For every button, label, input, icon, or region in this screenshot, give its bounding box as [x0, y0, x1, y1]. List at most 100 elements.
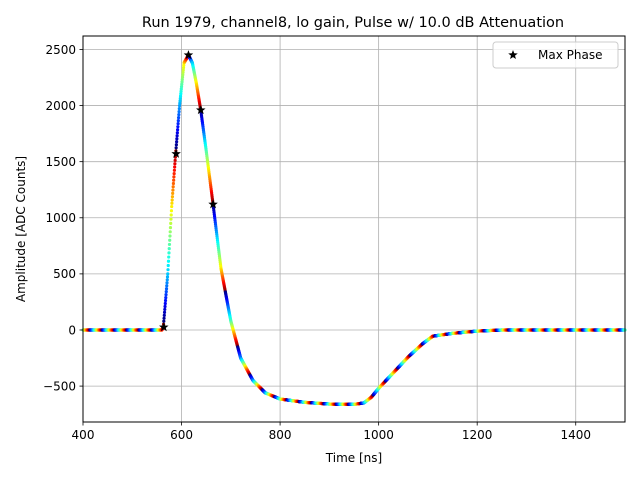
- waveform-point: [170, 204, 174, 209]
- waveform-point: [169, 221, 173, 225]
- waveform-point: [170, 195, 175, 199]
- waveform-point: [176, 116, 181, 120]
- waveform-point: [167, 242, 172, 247]
- waveform-point: [178, 94, 183, 98]
- waveform-point: [181, 73, 185, 77]
- waveform-point: [179, 87, 183, 91]
- waveform-point: [163, 298, 168, 303]
- plot-frame: [82, 35, 626, 423]
- waveform-point: [178, 99, 182, 103]
- waveform-point: [175, 131, 179, 135]
- waveform-point: [176, 125, 180, 129]
- waveform-point: [177, 110, 181, 114]
- x-axis-ticks: 400 600 800 1000 1200 1400: [72, 422, 591, 442]
- max-phase-star: [196, 105, 206, 115]
- y-axis-label: Amplitude [ADC Counts]: [14, 156, 28, 302]
- waveform-point: [180, 80, 184, 84]
- legend-label-max-phase: Max Phase: [538, 48, 602, 62]
- waveform-point: [179, 92, 183, 96]
- waveform-point: [180, 82, 184, 86]
- waveform-point: [181, 68, 185, 72]
- x-tick-label: 1000: [363, 428, 394, 442]
- max-phase-star: [171, 148, 181, 158]
- waveform-point: [170, 201, 174, 205]
- waveform-point: [175, 134, 179, 138]
- waveform-point: [172, 178, 176, 182]
- legend: Max Phase: [492, 41, 619, 69]
- waveform-point: [180, 77, 184, 82]
- waveform-points: [81, 53, 627, 406]
- waveform-point: [168, 230, 172, 234]
- waveform-point: [178, 96, 182, 101]
- waveform-point: [177, 106, 181, 111]
- legend-box: [492, 41, 619, 69]
- waveform-point: [171, 191, 175, 195]
- waveform-point: [174, 146, 178, 150]
- waveform-point: [164, 290, 168, 294]
- waveform-point: [165, 284, 169, 288]
- waveform-point: [165, 275, 170, 279]
- waveform-point: [167, 247, 171, 251]
- max-phase-markers: [159, 50, 218, 332]
- waveform-point: [182, 63, 186, 67]
- waveform-point: [163, 307, 167, 312]
- waveform-point: [169, 213, 173, 217]
- waveform-point: [173, 165, 177, 169]
- max-phase-star: [183, 50, 194, 60]
- waveform-point: [166, 259, 171, 263]
- waveform-point: [174, 143, 178, 147]
- waveform-point: [165, 281, 169, 285]
- max-phase-star: [159, 322, 169, 332]
- x-tick-label: 600: [170, 428, 193, 442]
- y-tick-label: −500: [43, 379, 76, 393]
- waveform-point: [164, 293, 168, 297]
- waveform-point: [166, 272, 170, 276]
- max-phase-star: [208, 199, 218, 209]
- waveform-point: [176, 128, 180, 132]
- waveform-point: [177, 113, 181, 117]
- x-axis-label: Time [ns]: [325, 451, 382, 465]
- x-tick-label: 400: [72, 428, 95, 442]
- waveform-point: [169, 209, 174, 213]
- waveform-point: [173, 162, 177, 166]
- waveform-point: [162, 313, 166, 317]
- waveform-point: [167, 251, 171, 255]
- waveform-point: [171, 181, 176, 186]
- waveform-point: [181, 66, 186, 70]
- waveform-point: [167, 255, 171, 259]
- waveform-point: [165, 278, 169, 282]
- waveform-point: [162, 319, 166, 323]
- y-tick-label: 500: [53, 267, 76, 281]
- legend-star-icon: [508, 50, 518, 60]
- waveform-point: [172, 172, 176, 176]
- waveform-point: [163, 301, 167, 306]
- waveform-point: [179, 85, 184, 89]
- chart-title: Run 1979, channel8, lo gain, Pulse w/ 10…: [142, 15, 564, 31]
- y-tick-label: 2500: [45, 43, 76, 57]
- waveform-point: [175, 140, 179, 144]
- x-tick-label: 1200: [462, 428, 493, 442]
- waveform-point: [172, 168, 176, 172]
- waveform-point: [171, 188, 175, 192]
- waveform-point: [166, 268, 170, 272]
- waveform-point: [162, 310, 167, 314]
- waveform-point: [163, 304, 167, 309]
- waveform-point: [170, 198, 174, 202]
- waveform-point: [181, 70, 185, 75]
- waveform-point: [169, 217, 173, 221]
- waveform-point: [162, 316, 166, 320]
- waveform-point: [168, 226, 173, 230]
- waveform-point: [168, 234, 172, 238]
- waveform-point: [178, 101, 182, 105]
- waveform-point: [173, 158, 177, 163]
- waveform-point: [177, 103, 182, 108]
- waveform-point: [164, 295, 168, 300]
- y-axis-ticks: −500 0 500 1000 1500 2000 2500: [43, 43, 83, 393]
- y-tick-label: 2000: [45, 99, 76, 113]
- waveform-point: [166, 263, 170, 268]
- waveform-point: [175, 137, 179, 141]
- waveform-point: [180, 75, 185, 79]
- waveform-point: [176, 122, 180, 126]
- y-tick-label: 1500: [45, 155, 76, 169]
